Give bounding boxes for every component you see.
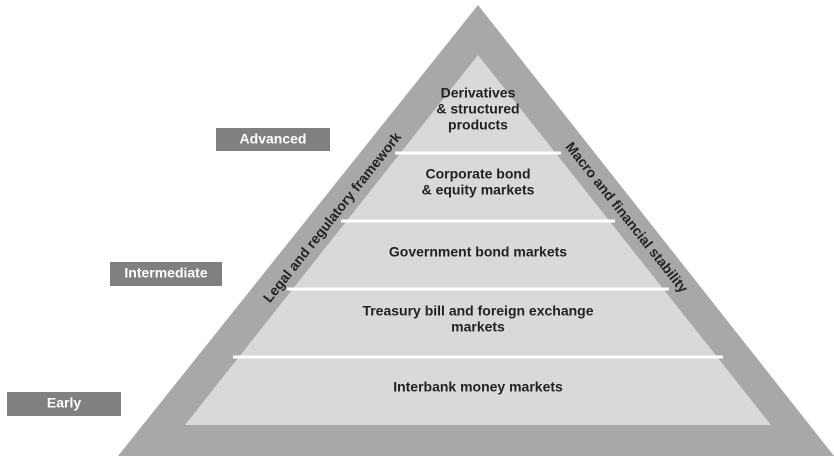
level-box — [216, 128, 330, 151]
tier-label: Treasury bill and foreign exchange — [362, 303, 593, 319]
level-label: Intermediate — [124, 265, 207, 281]
level-box — [7, 392, 121, 416]
tier-separators — [233, 151, 723, 359]
tier-label: & structured — [436, 101, 519, 117]
inner-triangle — [185, 55, 771, 425]
tier-label: markets — [451, 319, 505, 335]
level-box — [110, 262, 222, 286]
tier-label: Derivatives — [441, 85, 516, 101]
level-label: Early — [47, 395, 81, 411]
level-label: Advanced — [240, 131, 307, 147]
tier-label: & equity markets — [422, 182, 535, 198]
tier-label: Corporate bond — [426, 166, 531, 182]
tier-label: Government bond markets — [389, 244, 567, 260]
tier-label: Interbank money markets — [393, 379, 563, 395]
tier-label: products — [448, 117, 508, 133]
